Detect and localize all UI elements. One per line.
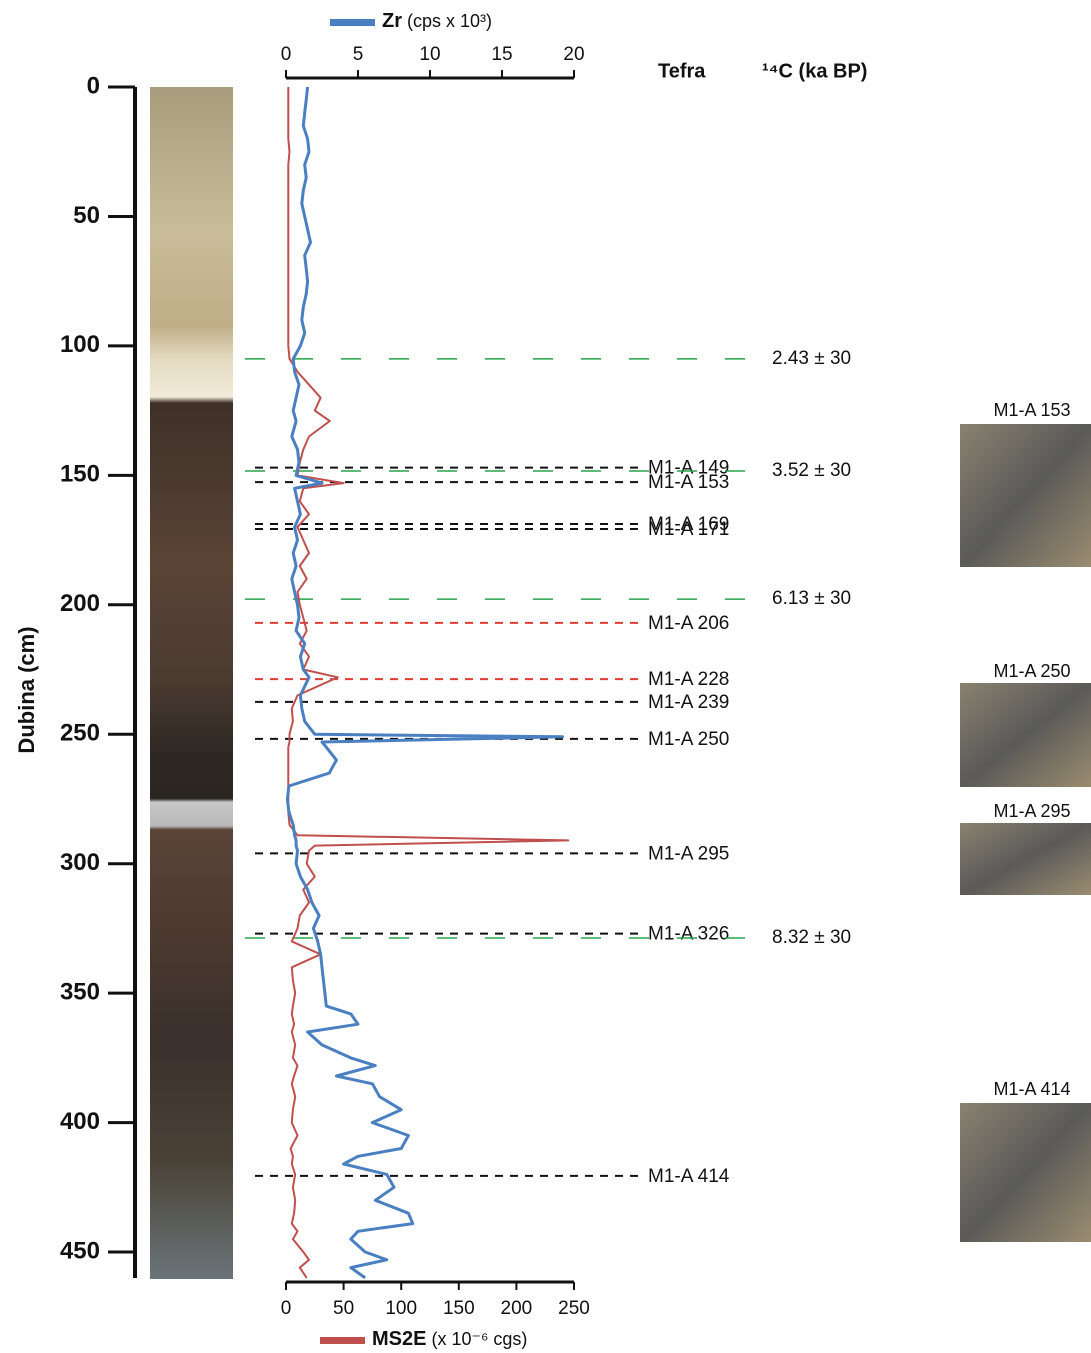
y-tick-label: 450	[60, 1237, 100, 1264]
y-tick-label: 0	[87, 72, 100, 99]
x2-tick-label: 0	[281, 1298, 292, 1319]
series-line	[287, 87, 570, 1279]
radiocarbon-header: ¹⁴C (ka BP)	[762, 60, 867, 82]
tephra-label: M1-A 295	[648, 843, 729, 864]
legend-name: Zr	[382, 10, 402, 32]
y-tick-label: 50	[73, 202, 100, 229]
tephra-label: M1-A 169	[648, 514, 729, 535]
y-tick-label: 100	[60, 331, 100, 358]
legend-unit: (x 10⁻⁶ cgs)	[431, 1329, 527, 1349]
y-tick-label: 400	[60, 1108, 100, 1135]
x2-tick-label: 250	[558, 1298, 590, 1319]
legend-label: Zr (cps x 10³)	[382, 10, 492, 32]
tephra-label: M1-A 239	[648, 692, 729, 713]
y-tick-label: 150	[60, 461, 100, 488]
legend-swatch	[330, 19, 375, 26]
series-line	[285, 86, 564, 1280]
photo	[960, 823, 1091, 895]
legend-swatch	[320, 1337, 365, 1344]
y-tick-label: 250	[60, 720, 100, 747]
x-tick-label: 5	[353, 44, 364, 65]
tephra-label: M1-A 228	[648, 669, 729, 690]
x-tick-label: 15	[491, 44, 512, 65]
x2-tick-label: 50	[333, 1298, 354, 1319]
y-tick-label: 350	[60, 978, 100, 1005]
photo-panel: M1-A 153 M1-A 250 M1-A 295 M1-A 414	[960, 400, 1091, 1242]
x-tick-label: 10	[419, 44, 440, 65]
legend-label: MS2E (x 10⁻⁶ cgs)	[372, 1328, 527, 1350]
y-axis-label: Dubina (cm)	[14, 626, 39, 753]
tephra-label: M1-A 250	[648, 729, 729, 750]
photo	[960, 1103, 1091, 1242]
tephra-label: M1-A 149	[648, 458, 729, 479]
radiocarbon-label: 8.32 ± 30	[772, 927, 851, 948]
tephra-label: M1-A 171	[648, 519, 729, 540]
tephra-label: M1-A 153	[648, 472, 729, 493]
y-tick-label: 200	[60, 590, 100, 617]
core-photo	[150, 87, 233, 1279]
tephra-label: M1-A 206	[648, 613, 729, 634]
radiocarbon-label: 3.52 ± 30	[772, 460, 851, 481]
radiocarbon-label: 2.43 ± 30	[772, 348, 851, 369]
photo-label: M1-A 250	[993, 661, 1070, 681]
photo-label: M1-A 414	[993, 1079, 1070, 1099]
x-tick-label: 20	[563, 44, 584, 65]
photo-label: M1-A 295	[993, 801, 1070, 821]
x2-tick-label: 150	[443, 1298, 475, 1319]
y-tick-label: 300	[60, 849, 100, 876]
photo	[960, 683, 1091, 787]
x-tick-label: 0	[281, 44, 292, 65]
tephra-header: Tefra	[658, 60, 706, 82]
tephra-label: M1-A 326	[648, 924, 729, 945]
legend-unit: (cps x 10³)	[407, 11, 492, 31]
radiocarbon-label: 6.13 ± 30	[772, 588, 851, 609]
x2-tick-label: 200	[501, 1298, 533, 1319]
legend-name: MS2E	[372, 1328, 426, 1350]
x2-tick-label: 100	[385, 1298, 417, 1319]
tephra-label: M1-A 414	[648, 1166, 730, 1187]
photo-label: M1-A 153	[993, 400, 1070, 420]
photo	[960, 424, 1091, 567]
